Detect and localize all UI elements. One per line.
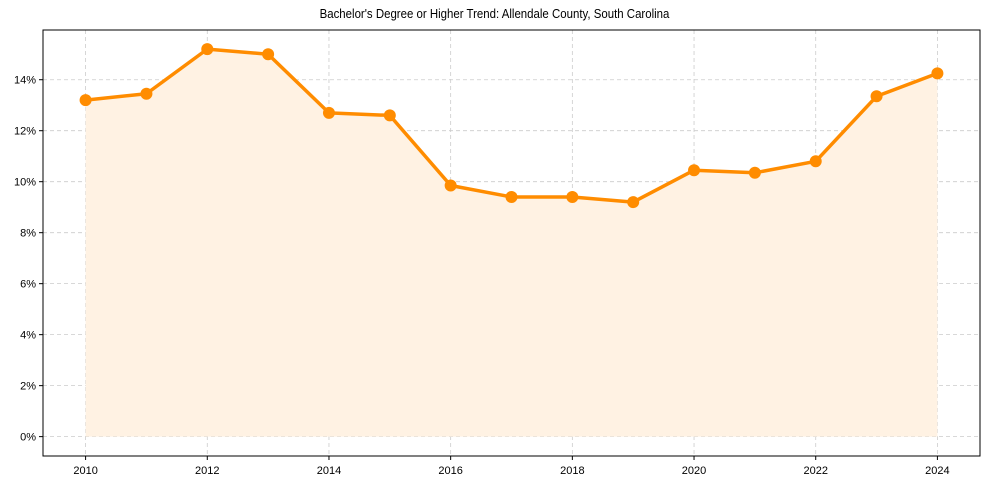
- x-tick-label: 2012: [195, 465, 219, 477]
- data-point-marker: [748, 166, 761, 179]
- y-tick-label: 4%: [20, 330, 36, 342]
- y-tick-label: 0%: [20, 432, 36, 444]
- data-point-marker: [505, 190, 518, 203]
- y-tick-label: 8%: [20, 228, 36, 240]
- y-tick-label: 14%: [14, 75, 36, 87]
- data-point-marker: [444, 179, 457, 192]
- data-point-marker: [322, 106, 335, 119]
- data-point-marker: [201, 43, 214, 56]
- data-point-marker: [809, 155, 822, 168]
- data-point-marker: [140, 87, 153, 100]
- x-axis: 2010 2012 2014 2016 2018 2020 2022 2024: [73, 456, 950, 477]
- data-point-marker: [688, 164, 701, 177]
- data-point-marker: [870, 90, 883, 103]
- data-markers: [79, 43, 944, 209]
- y-tick-label: 6%: [20, 279, 36, 291]
- x-tick-label: 2020: [682, 465, 706, 477]
- plot-frame: [42, 29, 981, 457]
- data-point-marker: [627, 196, 640, 209]
- x-tick-label: 2010: [73, 465, 97, 477]
- y-tick-label: 10%: [14, 177, 36, 189]
- area-fill-path: [85, 49, 938, 437]
- y-axis: 0% 2% 4% 6% 8% 10% 12% 14%: [14, 75, 43, 444]
- x-tick-label: 2016: [438, 465, 462, 477]
- x-tick-label: 2018: [560, 465, 584, 477]
- data-point-marker: [262, 48, 275, 61]
- area-fill: [85, 49, 938, 437]
- x-tick-label: 2014: [317, 465, 341, 477]
- data-point-marker: [383, 109, 396, 122]
- y-tick-label: 12%: [14, 126, 36, 138]
- y-tick-label: 2%: [20, 381, 36, 393]
- chart-title: Bachelor's Degree or Higher Trend: Allen…: [319, 6, 670, 21]
- data-point-marker: [79, 94, 92, 107]
- data-point-marker: [566, 190, 579, 203]
- data-point-marker: [931, 67, 944, 80]
- x-tick-label: 2024: [925, 465, 949, 477]
- x-tick-label: 2022: [803, 465, 827, 477]
